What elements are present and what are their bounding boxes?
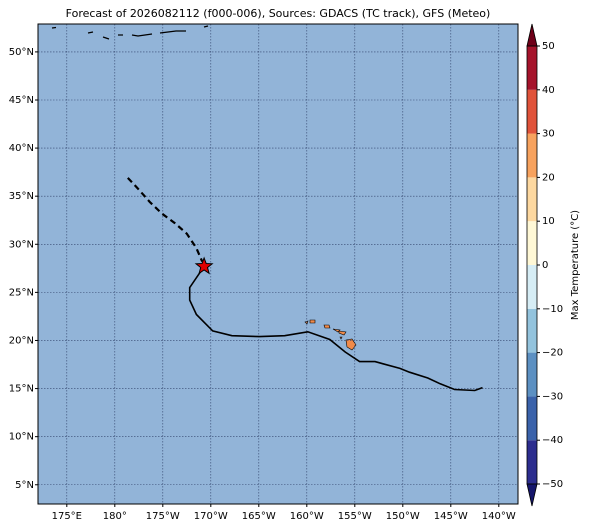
- y-tick-label: 25°N: [9, 287, 34, 298]
- y-tick-label: 50°N: [9, 47, 34, 58]
- colorbar-tick-label: −10: [542, 304, 563, 315]
- x-tick-label: 150°W: [386, 511, 420, 522]
- x-tick-label: 145°W: [434, 511, 468, 522]
- colorbar-tick-label: −50: [542, 479, 563, 490]
- storm-track: [188, 265, 483, 392]
- y-tick-label: 45°N: [9, 95, 34, 106]
- colorbar-tick-label: 30: [542, 129, 555, 140]
- y-tick-label: 15°N: [9, 384, 34, 395]
- y-tick-label: 10°N: [9, 432, 34, 443]
- colorbar-band: [527, 265, 537, 309]
- colorbar-extend-high: [526, 23, 538, 47]
- colorbar-band: [527, 133, 537, 178]
- colorbar-band: [527, 308, 537, 353]
- x-tick-label: 175°W: [146, 511, 180, 522]
- colorbar-tick-label: 50: [542, 41, 555, 52]
- colorbar-tick-label: 0: [542, 260, 548, 271]
- colorbar-band: [527, 46, 537, 90]
- colorbar-tick-label: 20: [542, 172, 555, 183]
- x-tick-label: 160°W: [290, 511, 324, 522]
- colorbar-band: [527, 440, 537, 484]
- map-title: Forecast of 2026082112 (f000-006), Sourc…: [66, 7, 491, 20]
- colorbar-tick-label: −20: [542, 348, 563, 359]
- x-tick-label: 155°W: [338, 511, 372, 522]
- x-tick-label: 170°W: [194, 511, 228, 522]
- map-frame: [37, 23, 519, 505]
- y-tick-label: 40°N: [9, 143, 34, 154]
- y-tick-label: 30°N: [9, 239, 34, 250]
- colorbar-band: [527, 89, 537, 134]
- colorbar-band: [527, 352, 537, 397]
- colorbar-tick-label: 10: [542, 216, 555, 227]
- x-tick-label: 175°E: [52, 511, 82, 522]
- y-tick-label: 5°N: [15, 480, 34, 491]
- colorbar-tick-label: −30: [542, 391, 563, 402]
- storm-position: [194, 256, 214, 275]
- x-tick-label: 180°: [103, 511, 127, 522]
- colorbar-tick-label: −40: [542, 435, 563, 446]
- y-tick-label: 35°N: [9, 191, 34, 202]
- colorbar-tick-label: 40: [542, 85, 555, 96]
- storm-track: [127, 177, 204, 263]
- x-tick-label: 140°W: [482, 511, 516, 522]
- colorbar-band: [527, 396, 537, 441]
- land: [51, 25, 357, 351]
- colorbar-band: [527, 177, 537, 222]
- colorbar-band: [527, 221, 537, 265]
- colorbar-extend-low: [526, 483, 538, 507]
- ocean: [38, 24, 518, 504]
- colorbar-label: Max Temperature (°C): [570, 210, 581, 320]
- x-tick-label: 165°W: [242, 511, 276, 522]
- y-tick-label: 20°N: [9, 335, 34, 346]
